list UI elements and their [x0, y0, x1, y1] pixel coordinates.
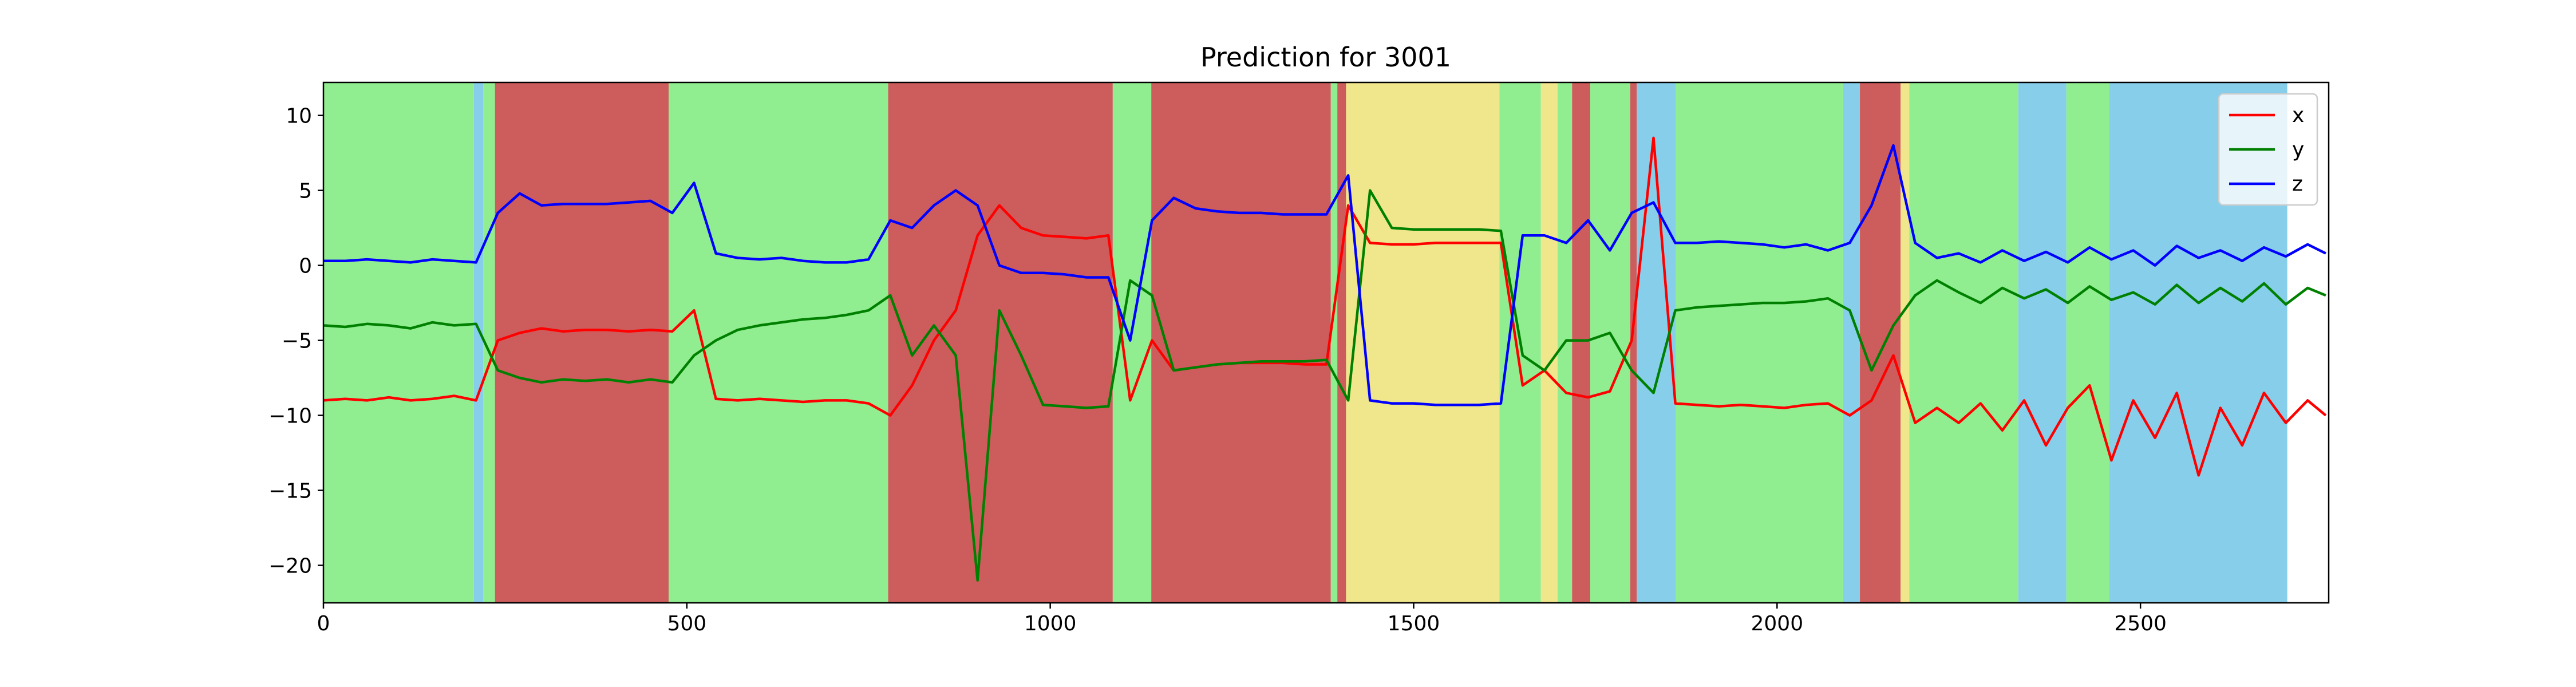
- span: [1330, 82, 1338, 603]
- legend-label: z: [2292, 172, 2303, 196]
- span: [1630, 82, 1637, 603]
- span: [1590, 82, 1630, 603]
- y-tick-label: −5: [282, 330, 312, 353]
- x-tick-label: 1000: [1024, 612, 1077, 635]
- span: [1860, 82, 1901, 603]
- series-line: [323, 136, 2327, 477]
- chart-title: Prediction for 3001: [1200, 42, 1451, 73]
- span: [669, 82, 888, 603]
- span: [2018, 82, 2067, 603]
- x-tick-label: 2500: [2114, 612, 2167, 635]
- span: [2066, 82, 2109, 603]
- series-line: [323, 144, 2326, 406]
- legend-label: y: [2292, 138, 2304, 161]
- span: [1909, 82, 2018, 603]
- y-tick-label: 10: [286, 105, 312, 128]
- span: [1346, 82, 1500, 603]
- span: [1572, 82, 1591, 603]
- legend-label: x: [2292, 104, 2304, 127]
- span: [1843, 82, 1860, 603]
- span: [1676, 82, 1843, 603]
- span: [888, 82, 1113, 603]
- span: [473, 82, 484, 603]
- axes-frame: [322, 81, 2330, 604]
- x-tick-label: 0: [317, 612, 330, 635]
- span: [1540, 82, 1558, 603]
- span: [1901, 82, 1910, 603]
- y-tick-label: 5: [299, 180, 312, 203]
- span: [483, 82, 495, 603]
- y-tick-label: 0: [299, 255, 312, 278]
- span: [495, 82, 669, 603]
- y-tick-label: −20: [268, 555, 312, 578]
- series-line: [323, 189, 2326, 582]
- span: [323, 82, 474, 603]
- x-tick-label: 500: [667, 612, 706, 635]
- x-tick-label: 1500: [1388, 612, 1440, 635]
- span: [1337, 82, 1346, 603]
- span: [1151, 82, 1331, 603]
- x-tick-label: 2000: [1751, 612, 1804, 635]
- y-tick-label: −10: [268, 405, 312, 428]
- y-tick-label: −15: [268, 480, 312, 503]
